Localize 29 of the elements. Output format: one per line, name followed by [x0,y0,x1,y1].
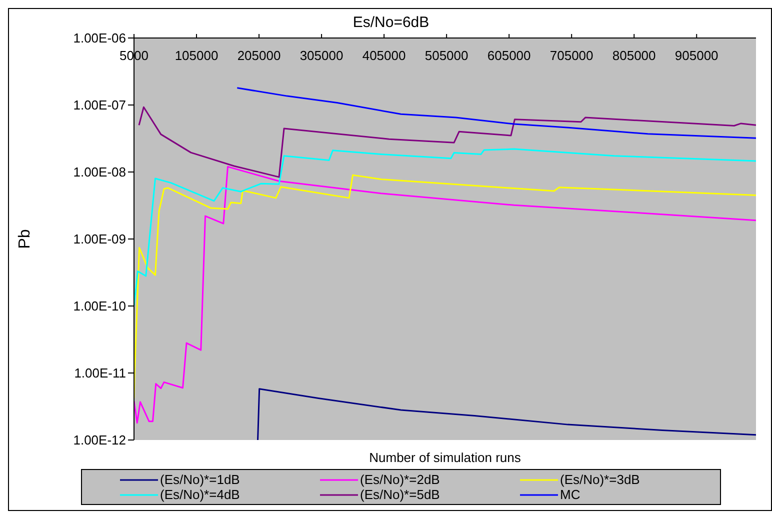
x-tick-label: 105000 [174,48,218,63]
line-series [134,148,756,307]
line-series [257,388,756,440]
y-tick-label: 1.00E-07 [73,98,126,113]
y-tick-label: 1.00E-09 [73,232,126,247]
y-tick-label: 1.00E-11 [74,366,126,381]
y-tick-label: 1.00E-10 [73,298,126,314]
legend-label: (Es/No)*=1dB [160,472,240,487]
x-tick-label: 705000 [550,48,594,63]
line-series [236,87,756,139]
x-tick-label: 605000 [487,48,531,63]
legend-label: MC [560,487,580,502]
x-tick-label: 805000 [612,48,656,63]
y-tick-label: 1.00E-08 [73,164,126,180]
legend-label: (Es/No)*=3dB [560,472,640,487]
x-tick-label: 405000 [362,48,406,63]
y-tick-label: 1.00E-06 [73,30,126,46]
legend-label: (Es/No)*=2dB [360,472,440,487]
x-axis-title: Number of simulation runs [368,450,522,465]
legend-label: (Es/No)*=4dB [160,487,240,502]
x-tick-label: 505000 [424,48,468,63]
x-tick-label: 905000 [674,48,718,63]
legend-label: (Es/No)*=5dB [360,487,440,502]
x-tick-label: 305000 [300,48,344,63]
chart-title: Es/No=6dB [352,14,430,31]
y-axis-title: Pb [16,229,34,249]
y-tick-label: 1.00E-12 [73,432,126,448]
line-series [138,106,756,178]
x-tick-label: 205000 [237,48,281,63]
